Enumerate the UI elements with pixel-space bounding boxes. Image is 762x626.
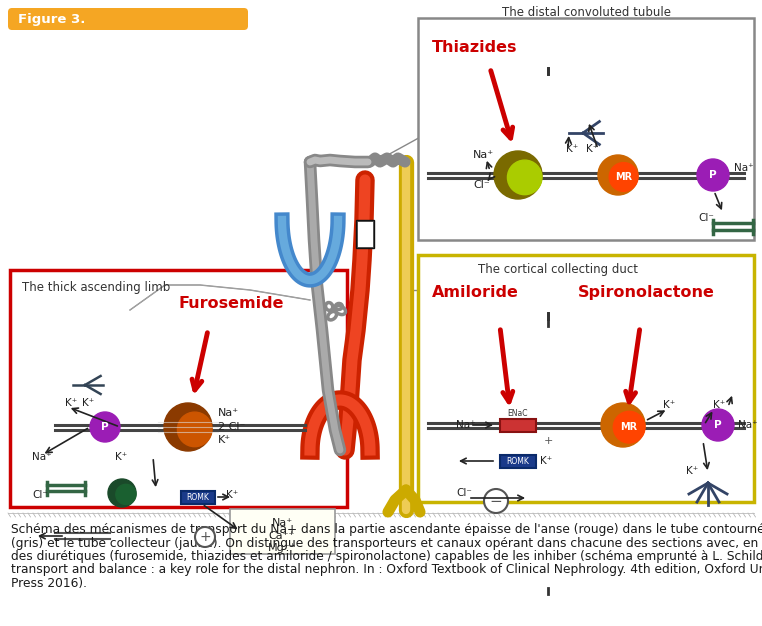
Text: Thiazides: Thiazides — [432, 40, 517, 55]
Circle shape — [613, 411, 645, 443]
Text: Press 2016).: Press 2016). — [11, 577, 87, 590]
Text: −: − — [490, 493, 502, 508]
Text: K⁺: K⁺ — [540, 456, 552, 466]
Text: K⁺: K⁺ — [226, 490, 239, 500]
Bar — [420, 20, 555, 238]
Text: P: P — [709, 170, 717, 180]
Circle shape — [697, 159, 729, 191]
FancyBboxPatch shape — [8, 8, 248, 30]
Text: P: P — [714, 420, 722, 430]
Bar — [418, 18, 754, 240]
Text: K⁺: K⁺ — [218, 435, 231, 445]
Circle shape — [494, 151, 542, 199]
Text: ENaC: ENaC — [507, 409, 528, 418]
Text: Cl⁻: Cl⁻ — [698, 213, 714, 223]
Text: Na⁺: Na⁺ — [473, 150, 494, 160]
Circle shape — [507, 160, 542, 195]
Bar — [548, 320, 723, 485]
Text: K⁺: K⁺ — [713, 400, 725, 410]
Text: K⁺: K⁺ — [82, 398, 94, 408]
Circle shape — [116, 485, 136, 505]
Text: Spironolactone: Spironolactone — [578, 285, 715, 300]
Bar — [95, 330, 250, 505]
Text: des diurétiques (furosemide, thiazides et amiloride / spironolactone) capables d: des diurétiques (furosemide, thiazides e… — [11, 550, 762, 563]
Text: Na⁺: Na⁺ — [218, 408, 239, 418]
Circle shape — [609, 163, 638, 192]
Circle shape — [90, 412, 120, 442]
Text: MR: MR — [620, 422, 638, 432]
Bar — [500, 419, 536, 431]
Text: 2 Cl⁻: 2 Cl⁻ — [218, 422, 245, 432]
Text: Na⁺: Na⁺ — [734, 163, 754, 173]
Text: Na⁺: Na⁺ — [738, 420, 757, 430]
Text: The distal convoluted tubule: The distal convoluted tubule — [501, 6, 671, 19]
Text: ROMK: ROMK — [507, 456, 530, 466]
Circle shape — [195, 527, 215, 547]
Text: Na⁺: Na⁺ — [456, 420, 475, 430]
Circle shape — [702, 409, 734, 441]
Bar — [10, 270, 347, 507]
Circle shape — [178, 412, 212, 447]
Text: The cortical collecting duct: The cortical collecting duct — [478, 263, 638, 276]
Text: K⁺: K⁺ — [115, 452, 127, 462]
Text: Na⁺: Na⁺ — [271, 518, 293, 528]
Text: Mg⁺⁺: Mg⁺⁺ — [267, 543, 296, 553]
Text: K⁺: K⁺ — [566, 144, 578, 154]
Circle shape — [484, 489, 508, 513]
Text: K⁺: K⁺ — [65, 398, 77, 408]
Text: Schéma des mécanismes de transport du Na+ dans la partie ascendante épaisse de l: Schéma des mécanismes de transport du Na… — [11, 523, 762, 536]
Text: transport and balance : a key role for the distal nephron. In : Oxford Textbook : transport and balance : a key role for t… — [11, 563, 762, 577]
Circle shape — [164, 403, 212, 451]
Text: MR: MR — [615, 172, 632, 182]
Text: Cl⁻: Cl⁻ — [32, 490, 48, 500]
Text: +: + — [199, 530, 211, 544]
Bar — [181, 491, 215, 503]
Text: The thick ascending limb: The thick ascending limb — [22, 281, 170, 294]
Text: Furosemide: Furosemide — [178, 296, 283, 311]
Bar — [420, 257, 555, 500]
Text: Figure 3.: Figure 3. — [18, 13, 85, 26]
Text: Na⁺: Na⁺ — [32, 452, 52, 462]
Text: (gris) et le tube collecteur (jaune). On distingue des transporteurs et canaux o: (gris) et le tube collecteur (jaune). On… — [11, 536, 762, 550]
Text: Cl⁻: Cl⁻ — [456, 488, 472, 498]
Text: K⁺: K⁺ — [663, 400, 675, 410]
Bar — [500, 454, 536, 468]
Circle shape — [598, 155, 638, 195]
Bar — [356, 220, 374, 248]
Bar — [230, 509, 335, 554]
Bar — [357, 221, 373, 247]
Circle shape — [108, 479, 136, 507]
Text: Amiloride: Amiloride — [432, 285, 519, 300]
Circle shape — [601, 403, 645, 447]
Text: Cl⁻: Cl⁻ — [473, 180, 490, 190]
Bar — [418, 255, 754, 502]
Text: +: + — [543, 436, 552, 446]
Text: ROMK: ROMK — [187, 493, 210, 501]
Text: K⁺: K⁺ — [686, 466, 698, 476]
Text: Ca⁺⁺: Ca⁺⁺ — [269, 531, 295, 541]
Text: P: P — [101, 422, 109, 432]
Bar — [548, 68, 718, 223]
Text: K⁺: K⁺ — [586, 144, 598, 154]
